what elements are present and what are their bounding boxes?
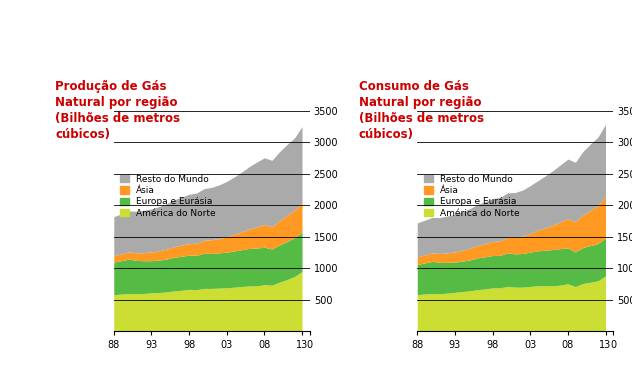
Legend: Resto do Mundo, Ásia, Europa e Eurásia, América do Norte: Resto do Mundo, Ásia, Europa e Eurásia, … bbox=[422, 173, 521, 219]
Legend: Resto do Mundo, Ásia, Europa e Eurásia, América do Norte: Resto do Mundo, Ásia, Europa e Eurásia, … bbox=[118, 173, 218, 219]
Text: Consumo de Gás
Natural por região
(Bilhões de metros
cúbicos): Consumo de Gás Natural por região (Bilhõ… bbox=[358, 80, 483, 141]
Text: Produção de Gás
Natural por região
(Bilhões de metros
cúbicos): Produção de Gás Natural por região (Bilh… bbox=[55, 80, 180, 141]
